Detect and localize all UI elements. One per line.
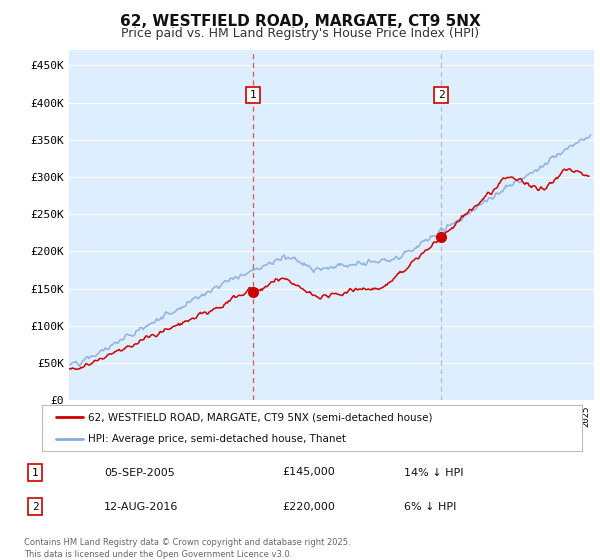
- Text: Contains HM Land Registry data © Crown copyright and database right 2025.
This d: Contains HM Land Registry data © Crown c…: [24, 538, 350, 559]
- Text: £145,000: £145,000: [283, 468, 335, 478]
- Text: 62, WESTFIELD ROAD, MARGATE, CT9 5NX (semi-detached house): 62, WESTFIELD ROAD, MARGATE, CT9 5NX (se…: [88, 412, 433, 422]
- Text: 1: 1: [250, 90, 256, 100]
- Text: 14% ↓ HPI: 14% ↓ HPI: [404, 468, 463, 478]
- Text: 1: 1: [32, 468, 38, 478]
- Text: Price paid vs. HM Land Registry's House Price Index (HPI): Price paid vs. HM Land Registry's House …: [121, 27, 479, 40]
- Text: 62, WESTFIELD ROAD, MARGATE, CT9 5NX: 62, WESTFIELD ROAD, MARGATE, CT9 5NX: [119, 14, 481, 29]
- Text: 12-AUG-2016: 12-AUG-2016: [104, 502, 179, 511]
- Text: 2: 2: [32, 502, 38, 511]
- Text: 6% ↓ HPI: 6% ↓ HPI: [404, 502, 456, 511]
- Text: HPI: Average price, semi-detached house, Thanet: HPI: Average price, semi-detached house,…: [88, 435, 346, 444]
- Text: 2: 2: [438, 90, 445, 100]
- Text: £220,000: £220,000: [283, 502, 335, 511]
- Text: 05-SEP-2005: 05-SEP-2005: [104, 468, 175, 478]
